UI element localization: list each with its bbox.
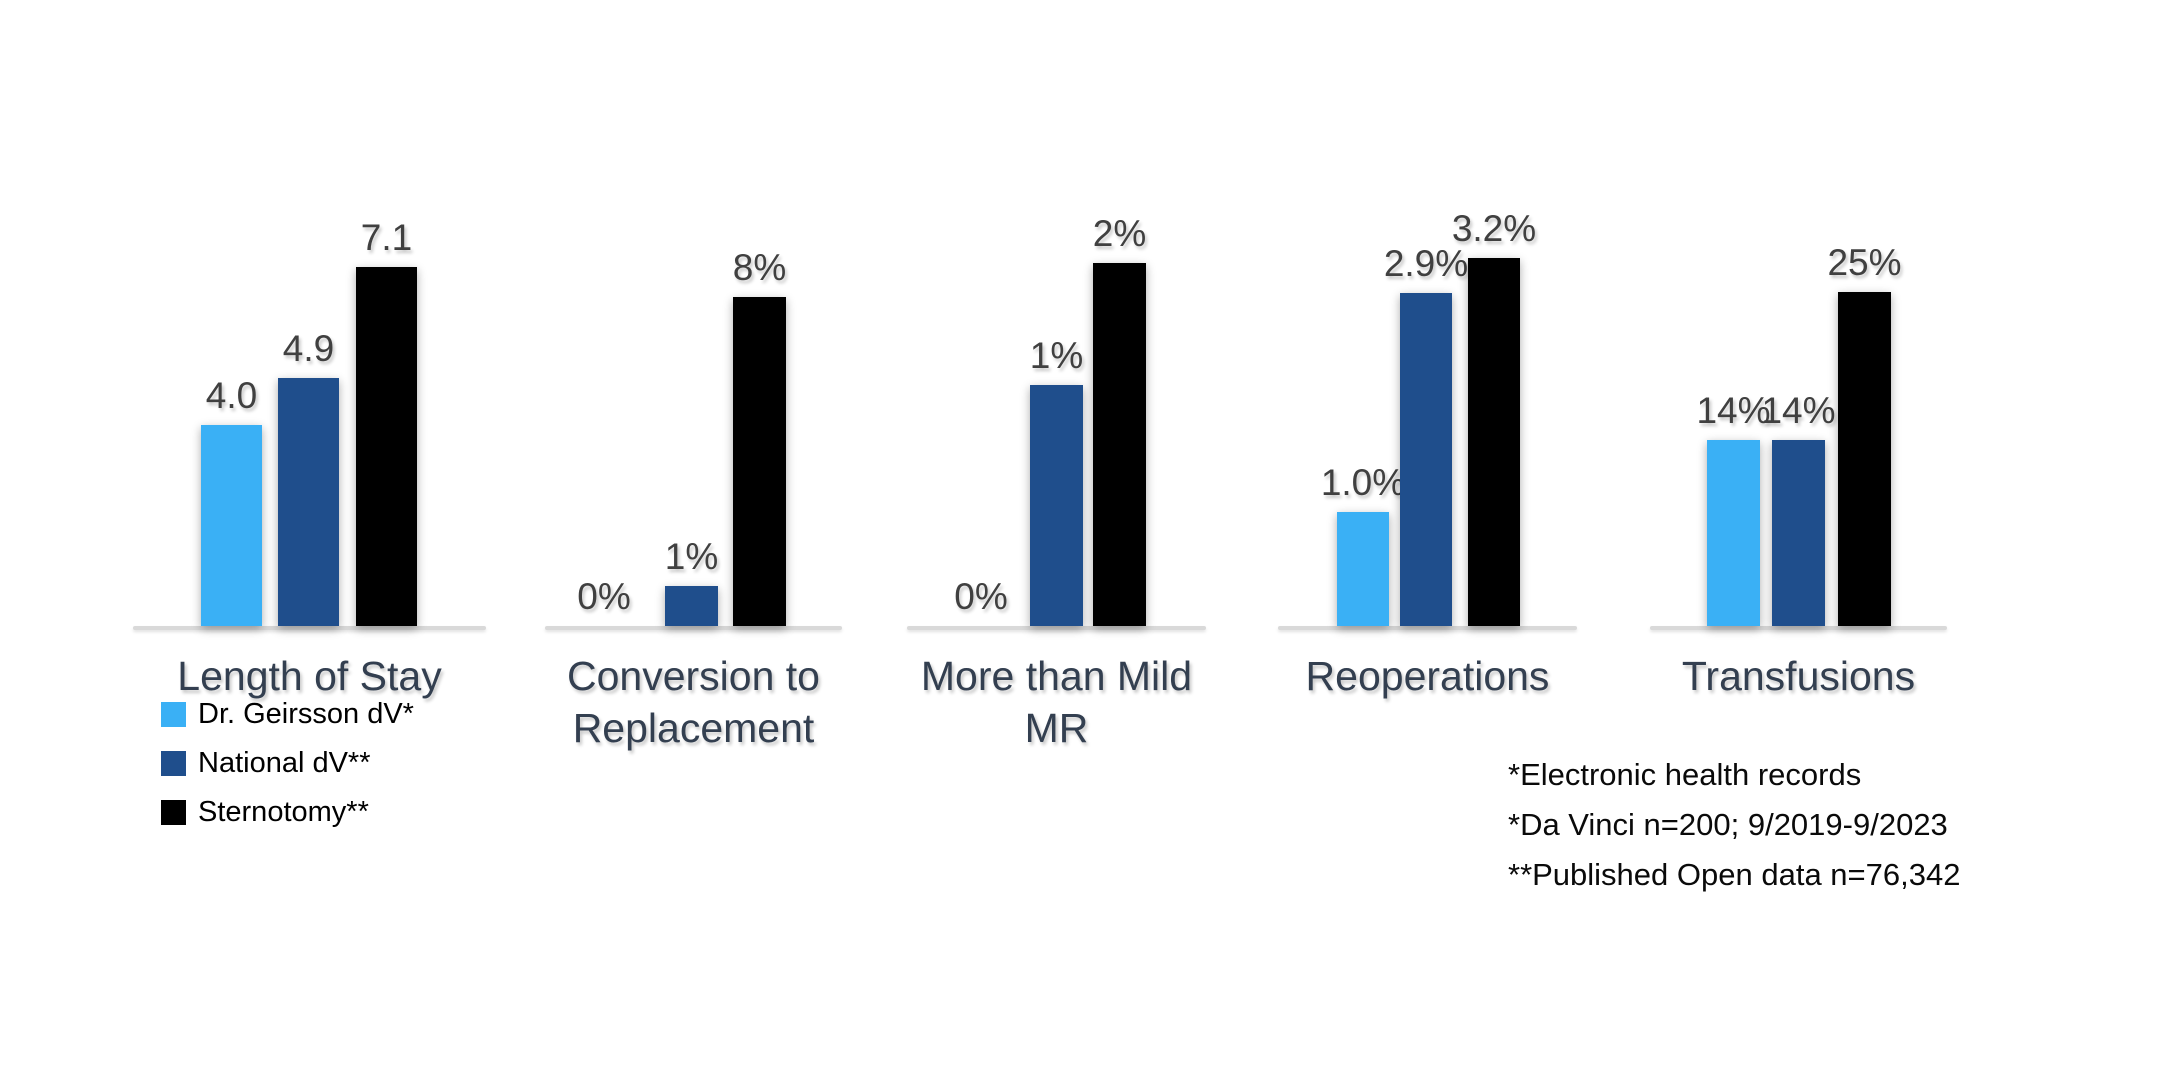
x-axis-line <box>545 626 842 630</box>
bar-value-label-geirsson-dv: 1.0% <box>1320 462 1406 503</box>
legend-item-national-dv: National dV** <box>161 746 414 780</box>
chart-reoperations: 1.0% 2.9% 3.2% Reoperations <box>1278 0 1577 1080</box>
bar-national-dv <box>665 586 718 626</box>
legend-swatch-national-dv <box>161 750 186 776</box>
bar-value-label-geirsson-dv: 0% <box>577 576 631 617</box>
footnote-line-2: *Da Vinci n=200; 9/2019-9/2023 <box>1508 807 1948 842</box>
footnotes: *Electronic health records *Da Vinci n=20… <box>1508 750 1960 900</box>
chart-transfusions: 14% 14% 25% Transfusions <box>1650 0 1947 1080</box>
legend-item-sternotomy: Sternotomy** <box>161 795 414 829</box>
legend-label-national-dv: National dV** <box>198 746 371 779</box>
bar-value-label-sternotomy: 2% <box>1092 213 1147 254</box>
bar-sternotomy <box>356 267 417 626</box>
bar-value-label-national-dv: 1% <box>664 536 719 577</box>
footnote-line-3: **Published Open data n=76,342 <box>1508 857 1961 892</box>
bar-value-label-geirsson-dv: 0% <box>954 576 1008 617</box>
chart-legend: Dr. Geirsson dV* National dV** Sternotomy*… <box>161 697 414 844</box>
chart-title-more-than-mild-mr: More than Mild MR <box>920 653 1193 751</box>
bar-value-label-geirsson-dv: 14% <box>1696 390 1771 431</box>
chart-title-reoperations: Reoperations <box>1305 653 1550 699</box>
chart-conversion-to-replacement: 0% 1% 8% Conversion to Replacement <box>545 0 842 1080</box>
bar-national-dv <box>1030 385 1083 626</box>
bar-value-label-national-dv: 14% <box>1761 390 1836 431</box>
bar-geirsson-dv <box>1707 440 1760 626</box>
x-axis-line <box>1650 626 1947 630</box>
legend-swatch-geirsson-dv <box>161 701 186 727</box>
x-axis-line <box>907 626 1206 630</box>
bar-value-label-sternotomy: 8% <box>732 247 787 288</box>
bar-value-label-sternotomy: 7.1 <box>360 217 413 258</box>
bar-sternotomy <box>1093 263 1146 626</box>
x-axis-line <box>1278 626 1577 630</box>
bar-value-label-geirsson-dv: 4.0 <box>205 375 258 416</box>
bar-geirsson-dv <box>201 425 262 626</box>
bar-sternotomy <box>1838 292 1891 626</box>
bar-value-label-national-dv: 1% <box>1029 335 1084 376</box>
chart-title-conversion-to-replacement: Conversion to Replacement <box>567 653 820 751</box>
bar-national-dv <box>278 378 339 626</box>
chart-length-of-stay: 4.0 4.9 7.1 Length of Stay <box>133 0 486 1080</box>
legend-item-geirsson-dv: Dr. Geirsson dV* <box>161 697 414 731</box>
legend-label-sternotomy: Sternotomy** <box>198 795 369 828</box>
footnote-line-1: *Electronic health records <box>1508 757 1862 792</box>
legend-swatch-sternotomy <box>161 799 186 825</box>
bar-geirsson-dv <box>1337 512 1389 626</box>
bar-sternotomy <box>733 297 786 626</box>
bar-value-label-sternotomy: 3.2% <box>1451 208 1537 249</box>
bar-national-dv <box>1772 440 1825 626</box>
bar-value-label-sternotomy: 25% <box>1827 242 1902 283</box>
x-axis-line <box>133 626 486 630</box>
bar-sternotomy <box>1468 258 1520 626</box>
chart-more-than-mild-mr: 0% 1% 2% More than Mild MR <box>907 0 1206 1080</box>
bar-value-label-national-dv: 4.9 <box>282 328 335 369</box>
legend-label-geirsson-dv: Dr. Geirsson dV* <box>198 697 414 730</box>
chart-title-transfusions: Transfusions <box>1681 653 1916 699</box>
chart-title-length-of-stay: Length of Stay <box>177 653 442 699</box>
bar-value-label-national-dv: 2.9% <box>1383 243 1469 284</box>
bar-national-dv <box>1400 293 1452 626</box>
